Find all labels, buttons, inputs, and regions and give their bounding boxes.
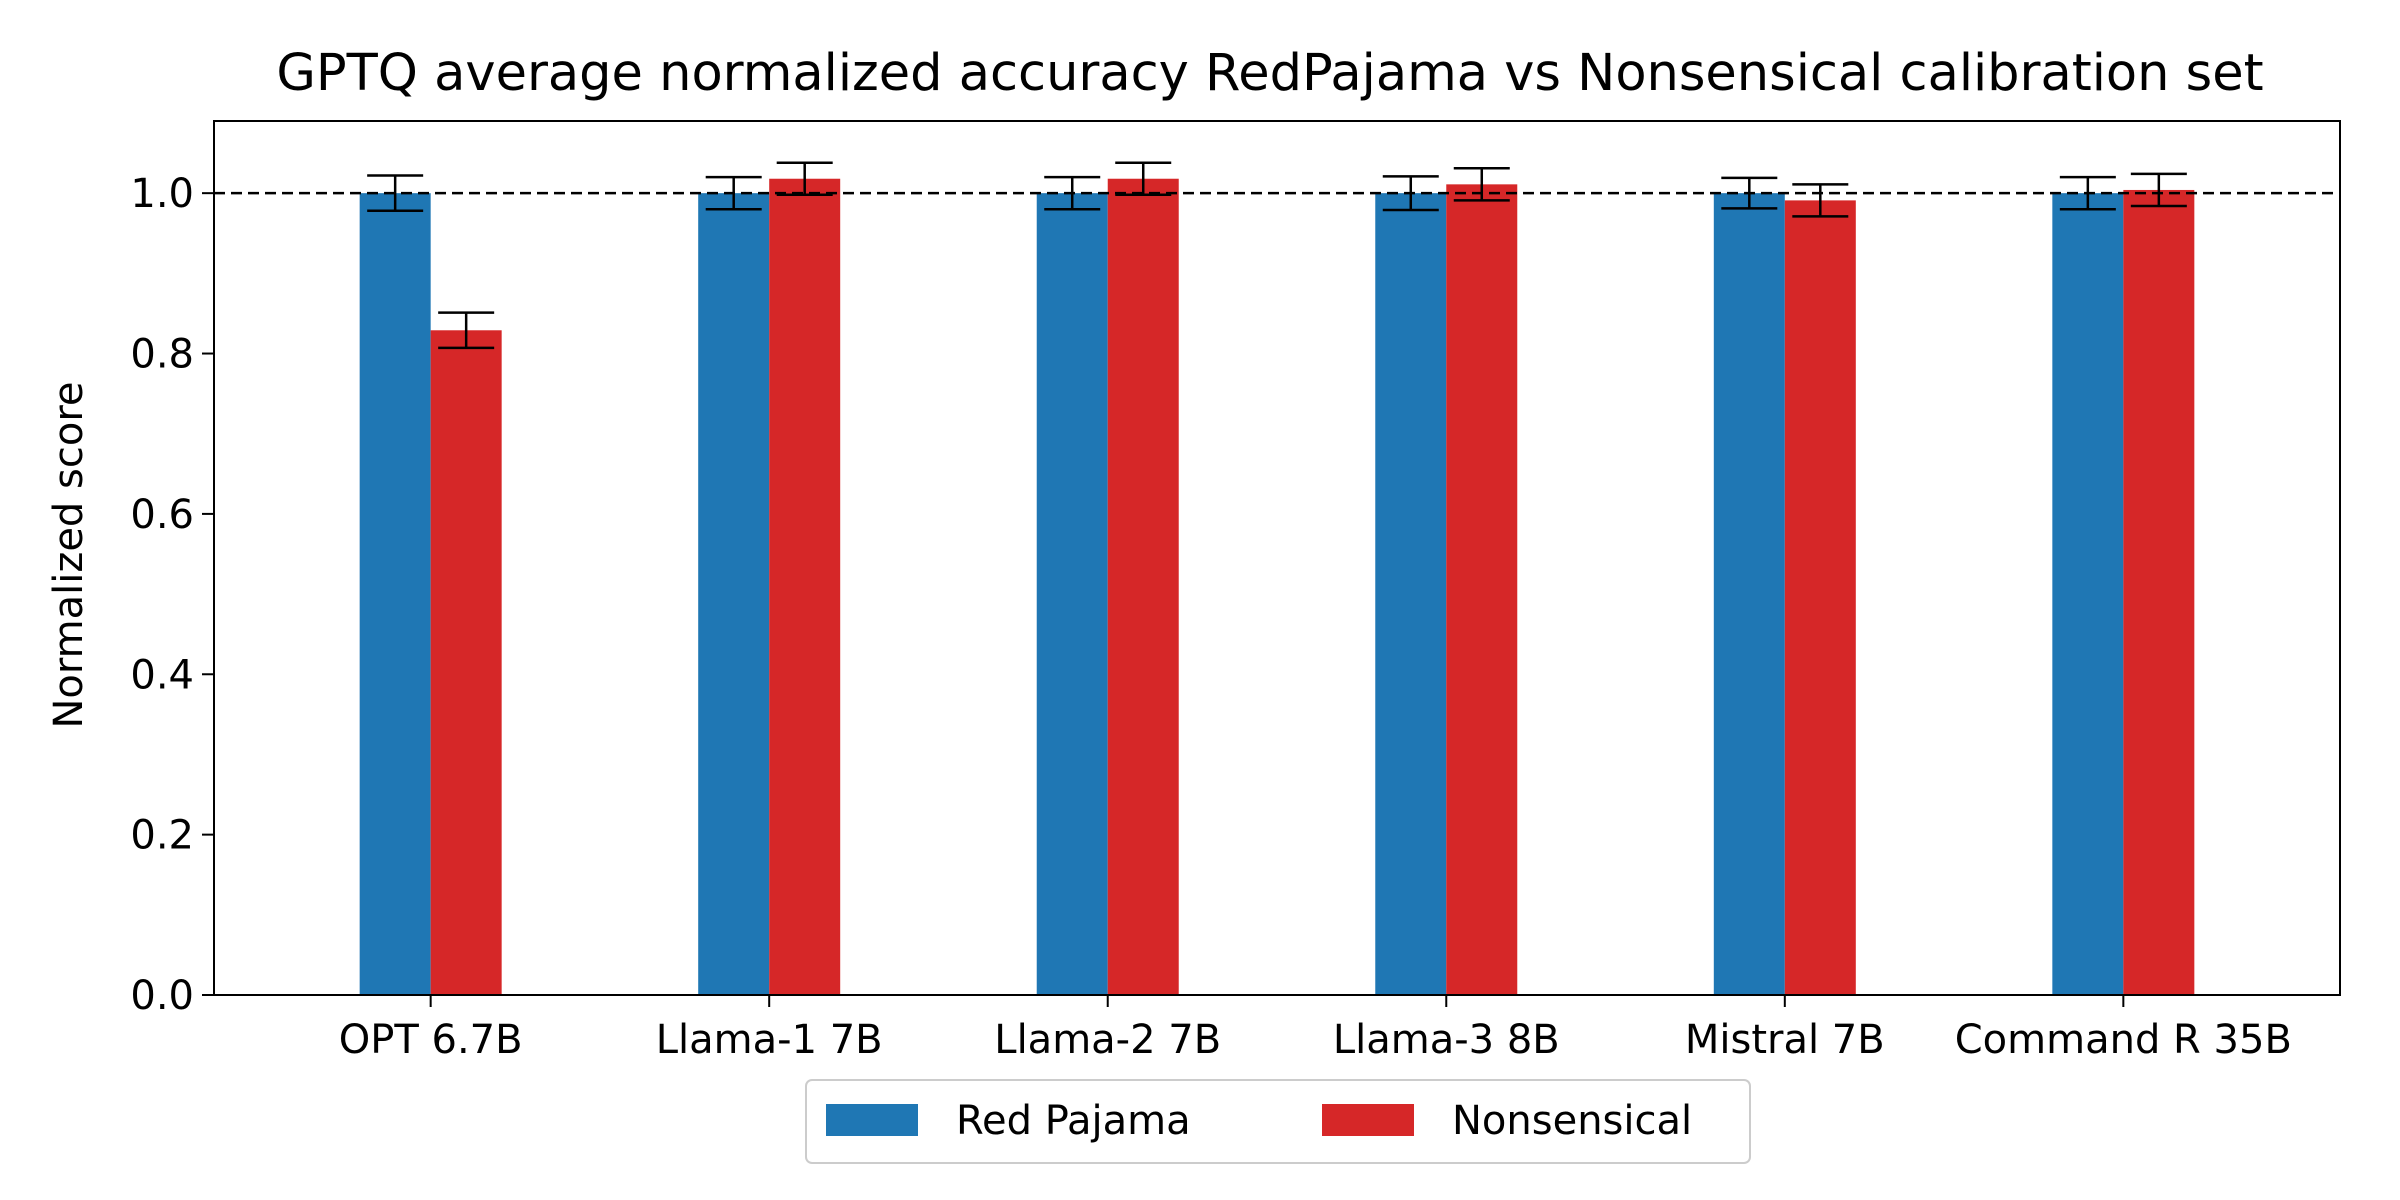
bar-0-4 [1713,193,1785,995]
bar-0-1 [698,193,770,995]
bar-1-1 [769,178,841,995]
bar-1-4 [1784,200,1856,995]
x-tick-label-4: Mistral 7B [1685,1017,1885,1063]
bar-1-2 [1107,178,1179,995]
plot-area: 0.0 0.2 0.4 0.6 0.8 1.0 OPT 6.7B Llama-1 7B Llam… [130,120,2341,1063]
x-tick-label-1: Llama-1 7B [656,1017,883,1063]
bar-0-2 [1036,193,1108,995]
y-tick-label-3: 0.6 [130,492,194,538]
bar-1-0 [430,330,502,995]
y-tick-label-5: 1.0 [130,171,194,217]
bar-1-3 [1446,184,1518,995]
bar-0-5 [2052,193,2124,995]
legend-label-1: Nonsensical [1452,1098,1692,1144]
chart-title: GPTQ average normalized accuracy RedPaja… [276,44,2263,103]
y-axis-label: Normalized score [46,381,92,728]
legend: Red Pajama Nonsensical [805,1079,1751,1164]
bar-0-0 [359,193,431,995]
y-tick-label-2: 0.4 [130,652,194,698]
legend-label-0: Red Pajama [956,1098,1191,1144]
y-tick-label-4: 0.8 [130,332,194,378]
x-tick-label-5: Command R 35B [1955,1017,2292,1063]
bar-0-3 [1375,193,1447,995]
bar-1-5 [2123,189,2195,996]
y-tick-label-1: 0.2 [130,813,194,859]
x-tick-label-3: Llama-3 8B [1333,1017,1560,1063]
axes-frame [213,120,2341,996]
y-tick-label-0: 0.0 [130,973,194,1019]
legend-box [805,1079,1751,1164]
legend-swatch-1 [1322,1104,1414,1136]
legend-swatch-0 [826,1104,918,1136]
x-tick-label-0: OPT 6.7B [339,1017,523,1063]
x-tick-label-2: Llama-2 7B [994,1017,1221,1063]
